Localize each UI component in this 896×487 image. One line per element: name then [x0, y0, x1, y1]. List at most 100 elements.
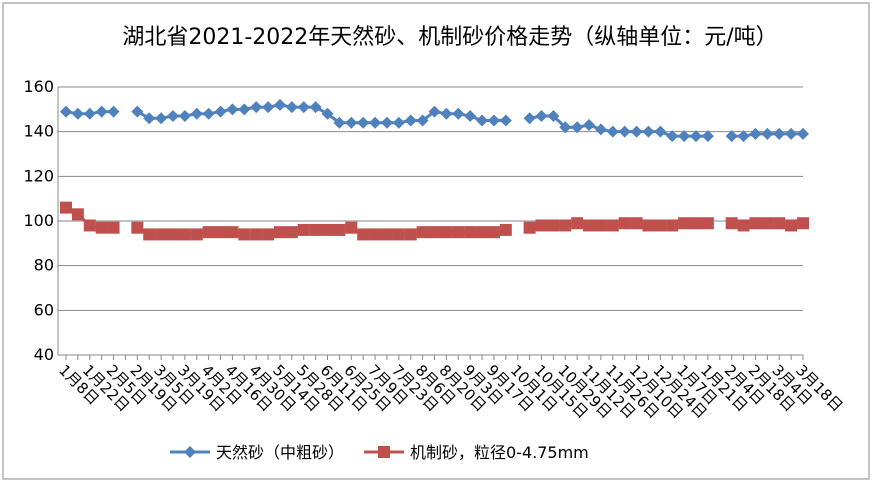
point	[392, 116, 405, 129]
point	[464, 226, 477, 239]
point	[606, 125, 619, 138]
point	[190, 228, 203, 241]
point	[131, 221, 144, 234]
point	[594, 219, 607, 232]
point	[190, 107, 203, 120]
point	[166, 228, 179, 241]
point	[499, 114, 512, 127]
point	[345, 116, 358, 129]
point	[214, 226, 227, 239]
point	[642, 125, 655, 138]
legend-label: 机制砂，粒径0-4.75mm	[410, 443, 589, 462]
point	[785, 219, 798, 232]
point	[606, 219, 619, 232]
point	[678, 130, 691, 143]
legend-label: 天然砂（中粗砂）	[216, 443, 344, 462]
point	[380, 116, 393, 129]
point	[773, 217, 786, 230]
point	[357, 116, 370, 129]
point	[464, 110, 477, 123]
point	[737, 130, 750, 143]
point	[499, 223, 512, 236]
point	[618, 217, 631, 230]
point	[273, 226, 286, 239]
point	[155, 228, 168, 241]
point	[262, 228, 275, 241]
point	[250, 228, 263, 241]
point	[535, 110, 548, 123]
point	[155, 112, 168, 125]
point	[285, 226, 298, 239]
legend: 天然砂（中粗砂） 机制砂，粒径0-4.75mm	[170, 443, 589, 462]
point	[523, 112, 536, 125]
point	[701, 217, 714, 230]
point	[297, 223, 310, 236]
point	[440, 107, 453, 120]
point	[333, 223, 346, 236]
point	[178, 110, 191, 123]
chart-title: 湖北省2021-2022年天然砂、机制砂价格走势（纵轴单位：元/吨）	[122, 25, 777, 50]
point	[642, 219, 655, 232]
point	[107, 221, 120, 234]
point	[369, 116, 382, 129]
point	[654, 125, 667, 138]
point	[238, 228, 251, 241]
point	[487, 114, 500, 127]
point	[535, 219, 548, 232]
point	[184, 446, 196, 458]
point	[654, 219, 667, 232]
point	[487, 226, 500, 239]
point	[749, 127, 762, 140]
point	[725, 217, 738, 230]
point	[333, 116, 346, 129]
point	[404, 114, 417, 127]
point	[71, 107, 84, 120]
point	[594, 123, 607, 136]
point	[345, 221, 358, 234]
point	[761, 217, 774, 230]
point	[178, 228, 191, 241]
chart-frame	[2, 2, 870, 480]
point	[107, 105, 120, 118]
point	[60, 105, 72, 118]
point	[309, 223, 322, 236]
point	[71, 208, 84, 221]
point	[797, 127, 809, 140]
point	[214, 105, 227, 118]
point	[547, 110, 560, 123]
point	[523, 221, 536, 234]
point	[392, 228, 405, 241]
point	[773, 127, 786, 140]
point	[559, 219, 572, 232]
point	[701, 130, 714, 143]
point	[357, 228, 370, 241]
point	[378, 446, 391, 458]
point	[321, 223, 334, 236]
point	[797, 217, 809, 230]
point	[416, 226, 429, 239]
point	[690, 130, 703, 143]
point	[666, 130, 679, 143]
point	[559, 121, 572, 134]
y-tick-label: 40	[34, 345, 54, 364]
point	[618, 125, 631, 138]
point	[202, 107, 215, 120]
point	[678, 217, 691, 230]
point	[380, 228, 393, 241]
y-tick-label: 140	[23, 122, 54, 141]
point	[285, 101, 298, 114]
point	[416, 114, 429, 127]
point	[166, 110, 179, 123]
point	[238, 103, 251, 116]
y-tick-label: 80	[34, 256, 54, 275]
point	[226, 103, 239, 116]
y-tick-label: 100	[23, 211, 54, 230]
point	[202, 226, 215, 239]
y-tick-label: 160	[23, 77, 54, 96]
point	[309, 101, 322, 114]
point	[143, 228, 156, 241]
point	[749, 217, 762, 230]
point	[761, 127, 774, 140]
point	[321, 107, 334, 120]
